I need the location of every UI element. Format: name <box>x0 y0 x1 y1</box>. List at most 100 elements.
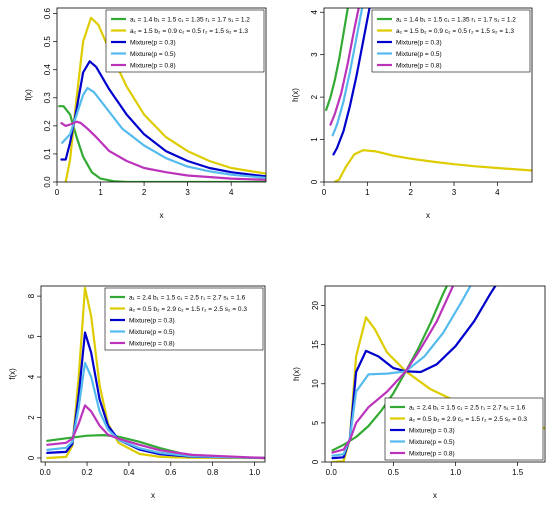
legend-label: a₁ = 1.4 b₁ = 1.5 c₁ = 1.35 r₁ = 1.7 s₁ … <box>130 16 250 23</box>
series-line-0 <box>325 8 349 111</box>
y-axis-label: f(x) <box>8 368 17 380</box>
legend-label: a₂ = 1.5 b₂ = 0.9 c₂ = 0.5 r₂ = 1.5 s₂ =… <box>396 28 514 35</box>
x-tick-label: 0 <box>322 188 327 197</box>
legend-box <box>105 9 265 73</box>
x-tick-label: 4 <box>495 188 500 197</box>
legend-label: a₁ = 2.4 b₁ = 1.5 c₁ = 2.5 r₁ = 2.7 s₁ =… <box>409 404 526 411</box>
x-tick-label: 1 <box>365 188 370 197</box>
x-axis-label: x <box>426 211 430 220</box>
series-line-2 <box>46 331 265 460</box>
y-tick-label: 4 <box>27 374 36 379</box>
legend-label: Mixture(p = 0.5) <box>396 51 442 58</box>
legend-label: Mixture(p = 0.8) <box>396 62 442 69</box>
x-tick-label: 2 <box>142 188 147 197</box>
x-tick-label: 3 <box>452 188 457 197</box>
series-line-4 <box>331 286 455 454</box>
series-line-3 <box>331 8 364 137</box>
x-tick-label: 0.8 <box>207 468 219 477</box>
legend-label: a₁ = 2.4 b₁ = 1.5 c₁ = 2.5 r₁ = 2.7 s₁ =… <box>129 294 246 301</box>
y-axis-label: h(x) <box>292 367 301 381</box>
y-tick-label: 2 <box>310 94 319 99</box>
legend-label: Mixture(p = 0.8) <box>409 450 455 457</box>
series-line-4 <box>46 404 265 460</box>
y-tick-label: 0.1 <box>43 148 52 160</box>
series-line-2 <box>60 60 266 178</box>
x-tick-label: 0.6 <box>165 468 177 477</box>
legend-label: Mixture(p = 0.5) <box>129 329 175 336</box>
legend-label: a₂ = 0.5 b₂ = 2.9 c₂ = 1.5 r₂ = 2.5 s₂ =… <box>129 306 247 313</box>
y-tick-label: 1 <box>310 137 319 142</box>
x-axis-label: x <box>151 491 155 500</box>
series-line-4 <box>329 8 360 126</box>
series-line-0 <box>331 286 448 452</box>
series-line-2 <box>332 8 371 156</box>
y-tick-label: 0 <box>310 179 319 184</box>
y-tick-label: 4 <box>310 9 319 14</box>
series-line-0 <box>46 434 265 460</box>
x-tick-label: 1 <box>98 188 103 197</box>
y-tick-label: 2 <box>27 415 36 420</box>
x-axis-label: x <box>160 211 164 220</box>
legend-label: Mixture(p = 0.3) <box>396 39 442 46</box>
y-tick-label: 15 <box>311 340 320 349</box>
legend-label: Mixture(p = 0.5) <box>130 51 176 58</box>
x-tick-label: 3 <box>185 188 190 197</box>
y-tick-label: 0.5 <box>43 36 52 48</box>
legend-label: Mixture(p = 0.5) <box>409 439 455 446</box>
legend-box <box>384 397 544 461</box>
series-line-4 <box>60 120 266 181</box>
y-tick-label: 0.2 <box>43 120 52 132</box>
x-tick-label: 0.5 <box>388 468 400 477</box>
legend-label: Mixture(p = 0.3) <box>409 427 455 434</box>
x-tick-label: 0.0 <box>40 468 52 477</box>
legend: a₁ = 1.4 b₁ = 1.5 c₁ = 1.35 r₁ = 1.7 s₁ … <box>371 9 531 73</box>
y-tick-label: 0.3 <box>43 92 52 104</box>
legend: a₁ = 2.4 b₁ = 1.5 c₁ = 2.5 r₁ = 2.7 s₁ =… <box>104 287 264 351</box>
x-tick-label: 2 <box>408 188 413 197</box>
y-tick-label: 6 <box>27 334 36 339</box>
plot-frame <box>324 285 546 463</box>
series-line-0 <box>58 105 266 182</box>
legend-label: a₂ = 0.5 b₂ = 2.9 c₂ = 1.5 r₂ = 2.5 s₂ =… <box>409 416 527 423</box>
legend-box <box>371 9 531 73</box>
y-tick-label: 0.6 <box>43 8 52 20</box>
x-tick-label: 1.0 <box>249 468 261 477</box>
legend-label: Mixture(p = 0.8) <box>130 62 176 69</box>
chart-panel-top-right: 0 1 2 3 4 0 1 2 3 4 x h(x) a₁ = 1.4 b₁ = 1.5 c₁ = 1.… <box>291 7 533 220</box>
chart-panel-bottom-right: 0.0 0.5 1.0 1.5 0 5 10 15 20 x h(x) a₁ = 2.4 b₁ = 1… <box>292 285 546 500</box>
y-tick-label: 0.4 <box>43 64 52 76</box>
plot-frame <box>56 7 267 183</box>
chart-panel-top-left: 0 1 2 3 4 0.0 0.1 0.2 0.3 0.4 0.5 0.6 x f(x) a₁ = 1.4 … <box>24 7 267 220</box>
y-axis-label: h(x) <box>291 88 300 102</box>
legend-label: Mixture(p = 0.3) <box>129 317 175 324</box>
x-axis-label: x <box>433 491 437 500</box>
y-tick-label: 0.0 <box>43 176 52 188</box>
legend-label: Mixture(p = 0.3) <box>130 39 176 46</box>
legend-label: a₂ = 1.5 b₂ = 0.9 c₂ = 0.5 r₂ = 1.5 s₂ =… <box>130 28 248 35</box>
y-tick-label: 5 <box>311 420 320 425</box>
x-tick-label: 0 <box>55 188 60 197</box>
series-line-3 <box>46 361 265 460</box>
chart-panel-bottom-left: 0.0 0.2 0.4 0.6 0.8 1.0 0 2 4 6 8 x f(x) a₁ = 2.4 b₁ … <box>8 285 266 500</box>
legend-label: Mixture(p = 0.8) <box>129 340 175 347</box>
x-tick-label: 1.5 <box>512 468 524 477</box>
y-axis-label: f(x) <box>24 89 33 101</box>
x-tick-label: 0.4 <box>123 468 135 477</box>
y-tick-label: 3 <box>310 52 319 57</box>
legend-label: a₁ = 1.4 b₁ = 1.5 c₁ = 1.35 r₁ = 1.7 s₁ … <box>396 16 516 23</box>
plot-frame <box>40 285 266 463</box>
legend: a₁ = 1.4 b₁ = 1.5 c₁ = 1.35 r₁ = 1.7 s₁ … <box>105 9 265 73</box>
plot-frame <box>323 7 533 183</box>
y-tick-label: 20 <box>311 301 320 310</box>
x-tick-label: 0.0 <box>326 468 338 477</box>
x-tick-label: 1.0 <box>450 468 462 477</box>
legend-box <box>104 287 264 351</box>
series-line-3 <box>61 86 266 179</box>
series-line-1 <box>46 286 265 460</box>
y-tick-label: 0 <box>27 455 36 460</box>
y-tick-label: 10 <box>311 379 320 388</box>
y-tick-label: 0 <box>311 459 320 464</box>
x-tick-label: 4 <box>229 188 234 197</box>
legend: a₁ = 2.4 b₁ = 1.5 c₁ = 2.5 r₁ = 2.7 s₁ =… <box>384 397 544 461</box>
